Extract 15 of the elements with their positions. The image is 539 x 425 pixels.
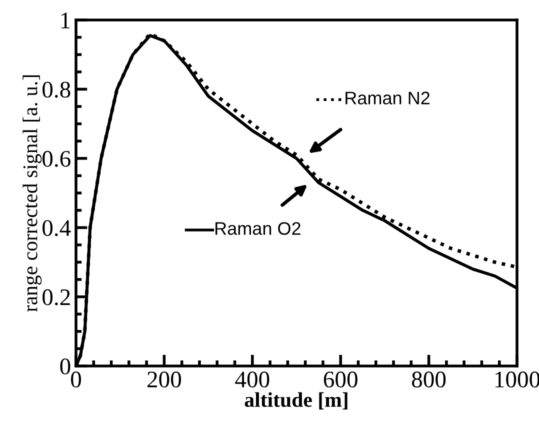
- legend-label: Raman N2: [346, 92, 430, 104]
- legend-label: Raman O2: [216, 222, 300, 235]
- x-tick-label: 0: [70, 372, 82, 388]
- y-tick-label: 0.2: [42, 289, 70, 306]
- y-tick-label: 0.4: [42, 220, 71, 236]
- y-tick-label: 0: [60, 358, 70, 374]
- y-tick-label: 0.6: [42, 150, 70, 167]
- x-tick-label: 400: [235, 372, 270, 388]
- x-tick-label: 800: [412, 372, 446, 388]
- y-tick-label: 1: [61, 12, 70, 28]
- x-tick-label: 600: [324, 372, 358, 388]
- x-axis-title: altitude [m]: [244, 392, 348, 410]
- y-axis-title: range corrected signal [a. u.]: [22, 75, 42, 312]
- y-tick-label: 0.8: [42, 82, 70, 98]
- x-tick-label: 200: [148, 372, 182, 388]
